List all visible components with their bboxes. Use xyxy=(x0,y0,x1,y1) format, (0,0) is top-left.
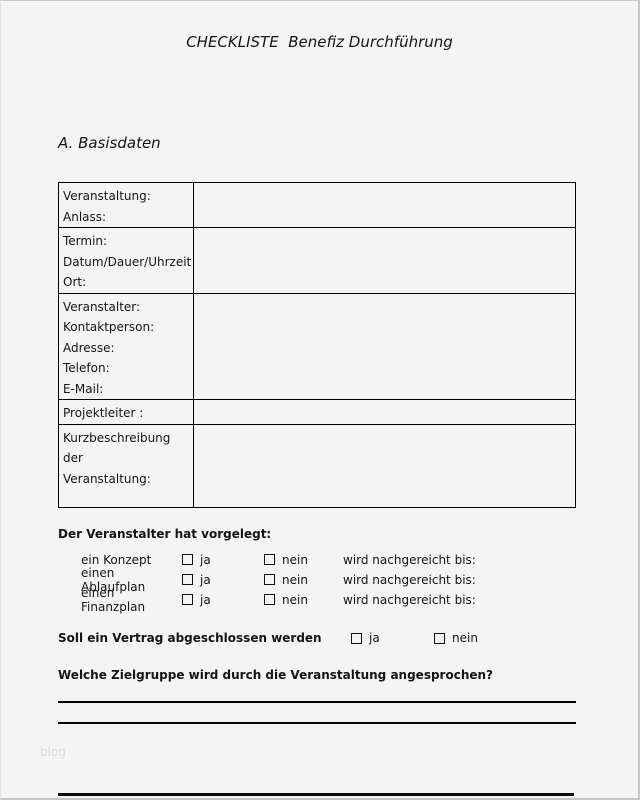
item-label: einen Ablaufplan xyxy=(81,565,146,594)
checkbox-nein-icon[interactable] xyxy=(264,594,275,605)
value-cell xyxy=(193,399,576,425)
vertrag-question: Soll ein Vertrag abgeschlossen werden xyxy=(58,631,322,645)
item-label: ein Konzept xyxy=(81,552,152,567)
label-cell: Veranstaltung: Anlass: xyxy=(58,182,194,228)
value-cell xyxy=(193,292,576,400)
label-cell: Termin: Datum/Dauer/Uhrzeit Ort: xyxy=(58,227,194,294)
label-cell: Kurzbeschreibung der Veranstaltung: xyxy=(58,423,194,508)
ja-option: ja xyxy=(182,573,264,587)
label-line: Adresse: xyxy=(63,340,115,355)
value-cell xyxy=(193,423,576,508)
ja-label: ja xyxy=(200,592,211,607)
nein-label: nein xyxy=(452,631,478,645)
note-label: wird nachgereicht bis: xyxy=(343,552,476,567)
table-row: Termin: Datum/Dauer/Uhrzeit Ort: xyxy=(58,227,576,294)
label-line: Datum/Dauer/Uhrzeit xyxy=(63,254,192,269)
label-line: E-Mail: xyxy=(63,381,104,396)
table-row: Veranstaltung: Anlass: xyxy=(58,182,576,228)
value-cell xyxy=(193,227,576,294)
note-label: wird nachgereicht bis: xyxy=(343,572,476,587)
page-title: CHECKLISTE Benefiz Durchführung xyxy=(186,33,453,51)
vertrag-row: Soll ein Vertrag abgeschlossen werden ja… xyxy=(58,631,638,646)
vorgelegt-row-ablaufplan: einen Ablaufplan ja nein wird nachgereic… xyxy=(81,566,638,594)
ja-option: ja xyxy=(182,593,264,607)
vorgelegt-rows: ein Konzept ja nein wird nachgereicht bi… xyxy=(81,550,638,614)
label-line: Termin: xyxy=(63,234,108,248)
checkbox-nein-icon[interactable] xyxy=(264,554,275,565)
label-line: Projektleiter : xyxy=(63,406,144,420)
nein-option: nein xyxy=(264,553,343,567)
basisdaten-table: Veranstaltung: Anlass: Termin: Datum/Dau… xyxy=(58,182,576,508)
ja-label: ja xyxy=(200,552,211,567)
label-line: Kurzbeschreibung der xyxy=(63,430,171,466)
vorgelegt-heading: Der Veranstalter hat vorgelegt: xyxy=(58,526,272,541)
nein-label: nein xyxy=(282,572,308,587)
section-heading-basisdaten: A. Basisdaten xyxy=(58,134,161,152)
checkbox-ja-icon[interactable] xyxy=(182,594,193,605)
note-label: wird nachgereicht bis: xyxy=(343,592,476,607)
watermark: blog xyxy=(40,745,66,759)
label-line: Veranstaltung: xyxy=(63,189,151,203)
ja-label: ja xyxy=(369,631,380,645)
nein-option: nein xyxy=(264,593,343,607)
table-row: Kurzbeschreibung der Veranstaltung: xyxy=(58,423,576,508)
vorgelegt-row-finanzplan: einen Finanzplan ja nein wird nachgereic… xyxy=(81,586,638,614)
label-line: Anlass: xyxy=(63,209,107,224)
label-line: Telefon: xyxy=(63,361,110,375)
label-line: Veranstalter: xyxy=(63,299,141,314)
label-line: Kontaktperson: xyxy=(63,320,155,334)
label-line: Veranstaltung: xyxy=(63,471,151,486)
writing-line xyxy=(58,700,576,703)
checkbox-ja-icon[interactable] xyxy=(182,554,193,565)
label-cell: Veranstalter: Kontaktperson: Adresse: Te… xyxy=(58,292,194,400)
item-label: einen Finanzplan xyxy=(81,585,146,614)
nein-option: nein xyxy=(264,573,343,587)
table-row: Veranstalter: Kontaktperson: Adresse: Te… xyxy=(58,292,576,400)
writing-line xyxy=(58,721,576,724)
zielgruppe-question: Welche Zielgruppe wird durch die Veranst… xyxy=(58,667,494,682)
checkbox-ja-icon[interactable] xyxy=(351,632,362,644)
table-row: Projektleiter : xyxy=(58,399,576,425)
label-cell: Projektleiter : xyxy=(58,399,194,425)
bottom-rule xyxy=(58,793,574,796)
label-line: Ort: xyxy=(63,275,87,289)
nein-label: nein xyxy=(282,592,308,607)
ja-label: ja xyxy=(200,572,211,587)
ja-option: ja xyxy=(351,631,434,645)
nein-label: nein xyxy=(282,552,308,567)
checkbox-nein-icon[interactable] xyxy=(434,632,445,644)
checkbox-nein-icon[interactable] xyxy=(264,574,275,585)
nein-option: nein xyxy=(434,631,513,645)
vorgelegt-row-konzept: ein Konzept ja nein wird nachgereicht bi… xyxy=(81,550,638,570)
checkbox-ja-icon[interactable] xyxy=(182,574,193,585)
ja-option: ja xyxy=(182,553,264,567)
value-cell xyxy=(193,182,576,228)
